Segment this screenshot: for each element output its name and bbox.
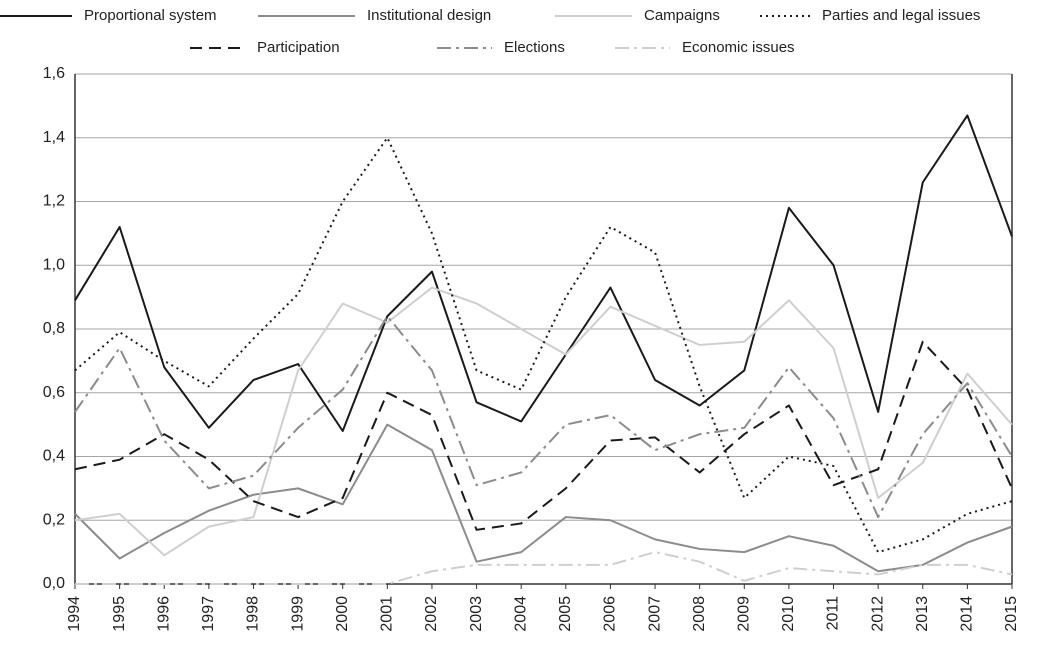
series-line [74,340,1013,531]
y-tick-label: 0,6 [43,384,65,401]
x-tick-label: 2012 [869,596,886,632]
x-tick-label: 2005 [557,596,574,632]
x-tick-label: 2001 [379,596,396,632]
y-tick-label: 0,0 [43,575,65,592]
legend-label: Elections [504,39,565,56]
x-tick-label: 2010 [780,596,797,632]
x-tick-label: 2008 [691,596,708,632]
legend-label: Parties and legal issues [822,7,980,24]
x-tick-label: 1996 [155,596,172,632]
x-tick-label: 2003 [468,596,485,632]
series-line [74,114,1013,432]
x-tick-label: 1994 [66,596,83,632]
x-tick-label: 2004 [512,596,529,632]
series-line [75,551,1013,585]
y-tick-label: 0,2 [43,511,65,528]
y-tick-label: 1,6 [43,65,65,82]
legend-label: Campaigns [644,7,720,24]
series-line [74,136,1013,554]
x-tick-label: 2009 [736,596,753,632]
x-tick-label: 2007 [646,596,663,632]
y-tick-label: 0,4 [43,448,65,465]
x-tick-label: 2015 [1003,596,1020,632]
series-line [74,315,1013,519]
y-tick-label: 0,8 [43,320,65,337]
legend-label: Economic issues [682,39,795,56]
legend-label: Institutional design [367,7,491,24]
x-tick-label: 1999 [289,596,306,632]
x-tick-label: 2000 [334,596,351,632]
x-tick-label: 2011 [825,596,842,631]
x-tick-label: 2002 [423,596,440,632]
y-tick-label: 1,2 [43,193,65,210]
legend-label: Participation [257,39,340,56]
x-tick-label: 1998 [245,596,262,632]
x-tick-label: 1995 [111,596,128,632]
y-tick-label: 1,4 [43,129,65,146]
legend-label: Proportional system [84,7,217,24]
y-tick-label: 1,0 [43,256,65,273]
series-line [74,423,1013,573]
x-tick-label: 1997 [200,596,217,632]
x-tick-label: 2013 [914,596,931,632]
x-tick-label: 2014 [959,596,976,632]
x-tick-label: 2006 [602,596,619,632]
